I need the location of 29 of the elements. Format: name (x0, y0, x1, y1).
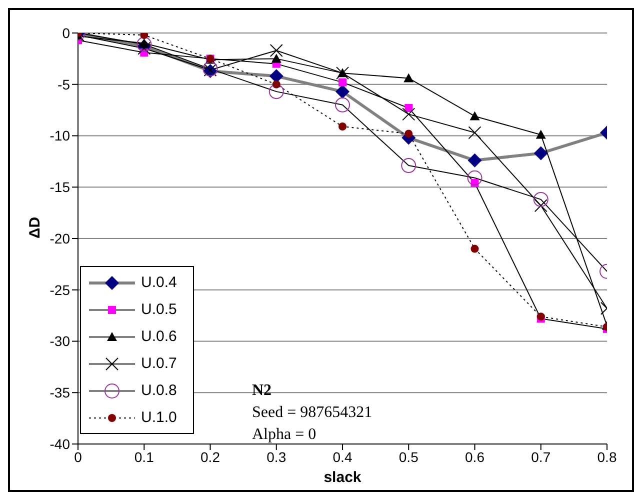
legend-label: U.0.8 (141, 382, 177, 399)
y-tick-label: -40 (50, 436, 70, 452)
x-tick-label: 0.3 (266, 448, 286, 465)
x-tick-label: 0.8 (597, 448, 617, 465)
y-axis-title: ΔD (26, 216, 44, 238)
annotation: Seed = 987654321 (252, 403, 372, 423)
y-tick-label: -30 (50, 333, 70, 350)
legend-label: U.0.7 (141, 355, 177, 372)
y-tick-label: -35 (50, 384, 70, 401)
y-tick-label: -25 (50, 282, 70, 298)
y-tick-label: -20 (50, 230, 70, 246)
legend-label: U.1.0 (141, 409, 177, 426)
legend-label: U.0.4 (141, 274, 177, 291)
x-tick-label: 0.1 (134, 448, 154, 465)
annotation: N2 (252, 381, 273, 401)
x-tick-label: 0.2 (200, 448, 220, 465)
legend-label: U.0.6 (141, 328, 177, 345)
x-tick-label: 0.5 (398, 448, 419, 465)
x-tick-label: 0.7 (531, 448, 551, 465)
x-tick-label: 0.4 (332, 448, 352, 465)
x-axis-title: slack (324, 469, 362, 486)
y-tick-label: -10 (50, 128, 70, 144)
y-tick-label: -15 (50, 179, 70, 196)
legend-label: U.0.5 (141, 301, 177, 318)
x-tick-label: 0 (74, 448, 82, 465)
y-tick-label: -5 (58, 76, 70, 92)
y-tick-label: 0 (62, 24, 70, 41)
x-tick-label: 0.6 (465, 448, 485, 465)
annotation: Alpha = 0 (252, 425, 318, 445)
